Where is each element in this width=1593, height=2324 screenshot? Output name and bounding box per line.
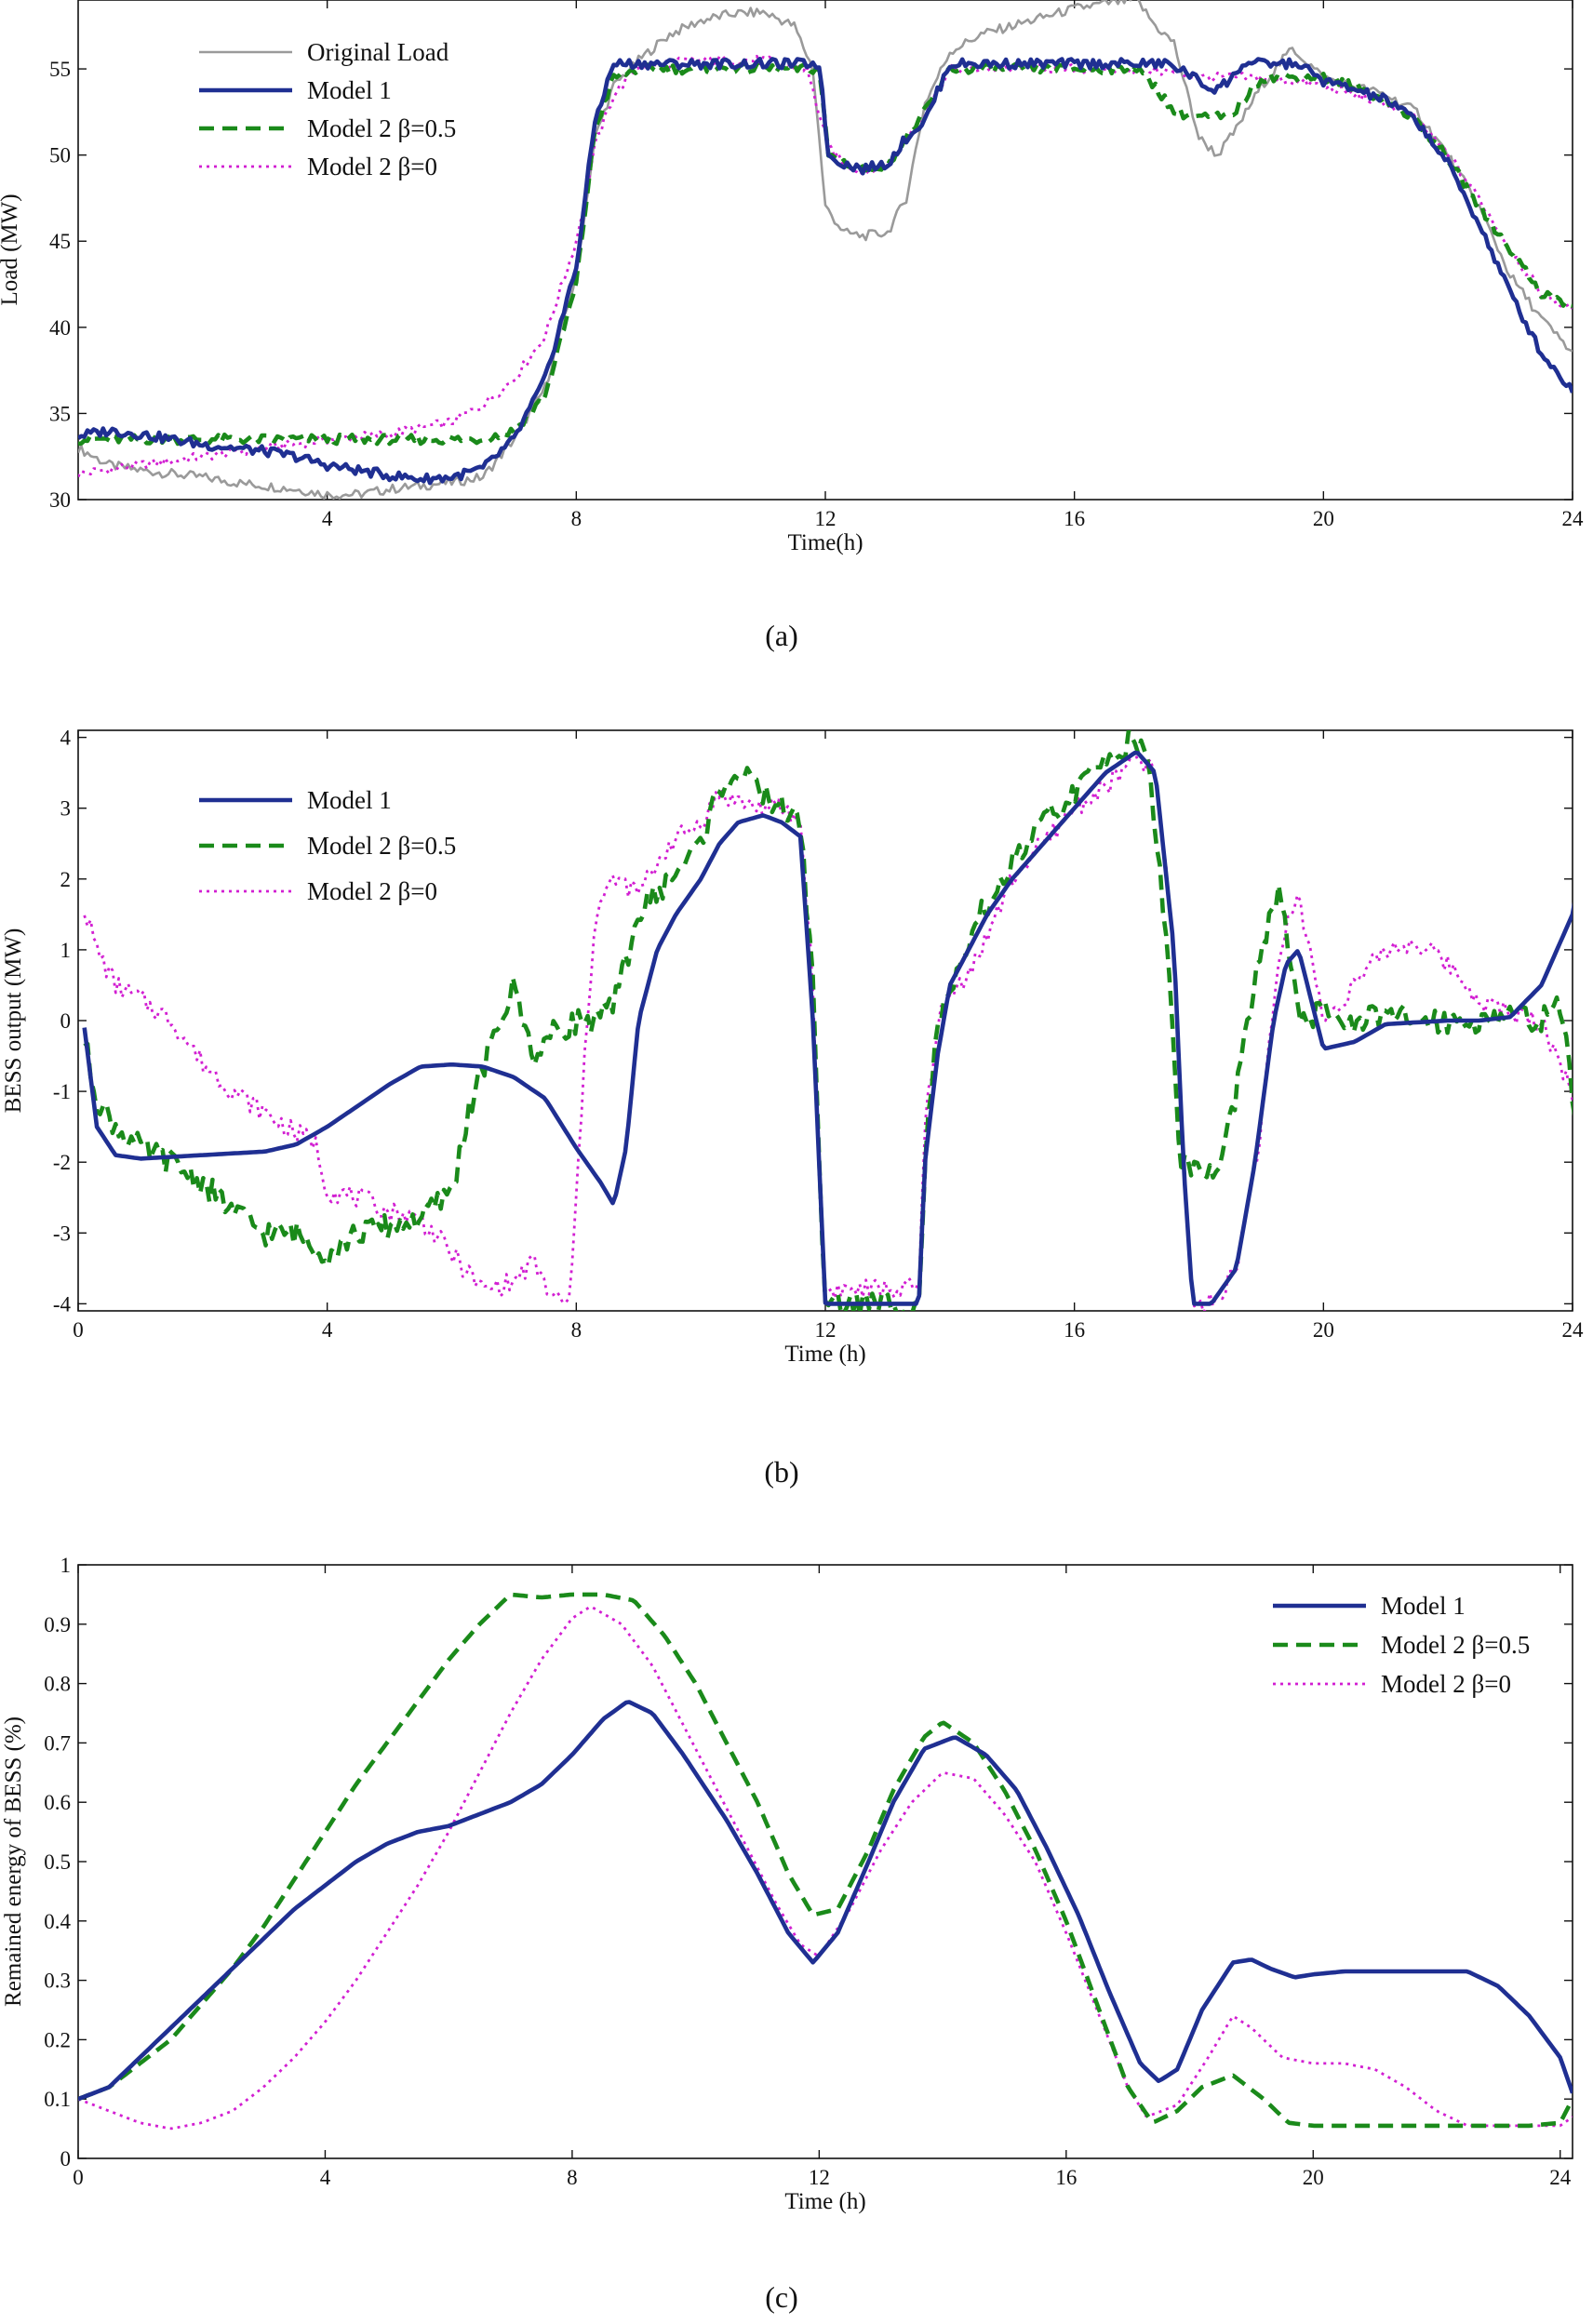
- y-tick-label: 0.9: [44, 1613, 71, 1636]
- y-tick-label: 3: [60, 797, 72, 821]
- legend-label: Model 2 β=0: [1381, 1670, 1511, 1698]
- y-tick-label: 45: [49, 230, 71, 253]
- y-tick-label: -1: [53, 1080, 71, 1103]
- x-tick-label: 8: [571, 507, 582, 530]
- legend-label: Model 1: [307, 76, 392, 104]
- x-tick-label: 20: [1303, 2166, 1324, 2189]
- legend-label: Original Load: [307, 38, 449, 66]
- legend-label: Model 1: [1381, 1592, 1466, 1620]
- y-tick-label: 1: [60, 1554, 72, 1577]
- y-tick-label: 0.3: [44, 1970, 71, 1993]
- y-tick-label: 0.8: [44, 1673, 71, 1696]
- series-line-model1: [78, 57, 1573, 486]
- legend-label: Model 2 β=0: [307, 877, 437, 905]
- x-tick-label: 24: [1549, 2166, 1572, 2189]
- y-tick-label: 4: [60, 727, 72, 750]
- legend-label: Model 1: [307, 786, 392, 814]
- chart-panel-a: 4 8 12 16 20 24 30 35 40 45 50 55 Time(h) Load (MW) Or…: [0, 0, 1584, 652]
- x-tick-label: 4: [322, 507, 333, 530]
- x-tick-label: 16: [1064, 1318, 1085, 1342]
- x-tick-label: 8: [567, 2166, 578, 2189]
- x-tick-label: 8: [571, 1318, 582, 1342]
- x-axis-label: Time (h): [784, 2189, 865, 2214]
- y-axis-label: BESS output (MW): [1, 928, 26, 1114]
- y-tick-label: 0.6: [44, 1791, 71, 1814]
- y-tick-label: 0.2: [44, 2028, 71, 2051]
- y-tick-label: 50: [49, 144, 71, 167]
- x-axis-label: Time (h): [784, 1342, 865, 1367]
- y-tick-label: 55: [49, 58, 71, 81]
- x-tick-label: 24: [1562, 1318, 1585, 1342]
- x-tick-label: 20: [1313, 1318, 1334, 1342]
- x-tick-label: 0: [73, 2166, 84, 2189]
- y-tick-label: 0.1: [44, 2088, 71, 2111]
- y-tick-label: 35: [49, 402, 71, 425]
- x-tick-label: 20: [1313, 507, 1334, 530]
- legend-label: Model 2 β=0.5: [307, 114, 456, 142]
- legend-label: Model 2 β=0.5: [1381, 1631, 1530, 1659]
- y-axis-label: Remained energy of BESS (%): [1, 1716, 26, 2007]
- y-tick-label: 0.5: [44, 1850, 71, 1874]
- x-tick-label: 0: [73, 1318, 84, 1342]
- panel-caption: (c): [765, 2280, 798, 2314]
- series-line-model2_05: [78, 61, 1573, 447]
- panel-caption: (a): [765, 619, 798, 652]
- y-tick-label: 0.7: [44, 1731, 71, 1755]
- x-tick-label: 4: [320, 2166, 331, 2189]
- y-tick-label: 0: [60, 2147, 72, 2170]
- y-tick-label: -4: [53, 1292, 72, 1316]
- x-tick-label: 16: [1064, 507, 1085, 530]
- y-tick-label: 1: [60, 939, 72, 962]
- legend-label: Model 2 β=0.5: [307, 832, 456, 860]
- series-line-model2_0: [83, 751, 1573, 1311]
- y-tick-label: -3: [53, 1222, 71, 1245]
- x-tick-label: 12: [815, 507, 837, 530]
- y-axis-label: Load (MW): [0, 194, 22, 305]
- y-tick-label: 2: [60, 868, 72, 891]
- series-line-model1: [82, 750, 1573, 1306]
- chart-panel-c: 0 4 8 12 16 20 24 0 0.1 0.2 0.3 0.4 0.5 0.6 0.7 0.8 0.9 1…: [1, 1554, 1573, 2314]
- series-line-model2_05: [78, 1592, 1573, 2129]
- series-line-model1: [78, 1700, 1573, 2102]
- x-axis-label: Time(h): [787, 530, 863, 555]
- y-tick-label: -2: [53, 1151, 71, 1174]
- x-tick-label: 12: [809, 2166, 830, 2189]
- x-tick-label: 24: [1562, 507, 1585, 530]
- x-tick-label: 4: [322, 1318, 333, 1342]
- y-tick-label: 40: [49, 316, 71, 340]
- y-tick-label: 0: [60, 1009, 72, 1033]
- x-tick-label: 12: [815, 1318, 837, 1342]
- y-tick-label: 0.4: [44, 1910, 71, 1933]
- legend-label: Model 2 β=0: [307, 153, 437, 180]
- y-tick-label: 30: [49, 488, 71, 512]
- panel-caption: (b): [764, 1455, 798, 1489]
- x-tick-label: 16: [1055, 2166, 1077, 2189]
